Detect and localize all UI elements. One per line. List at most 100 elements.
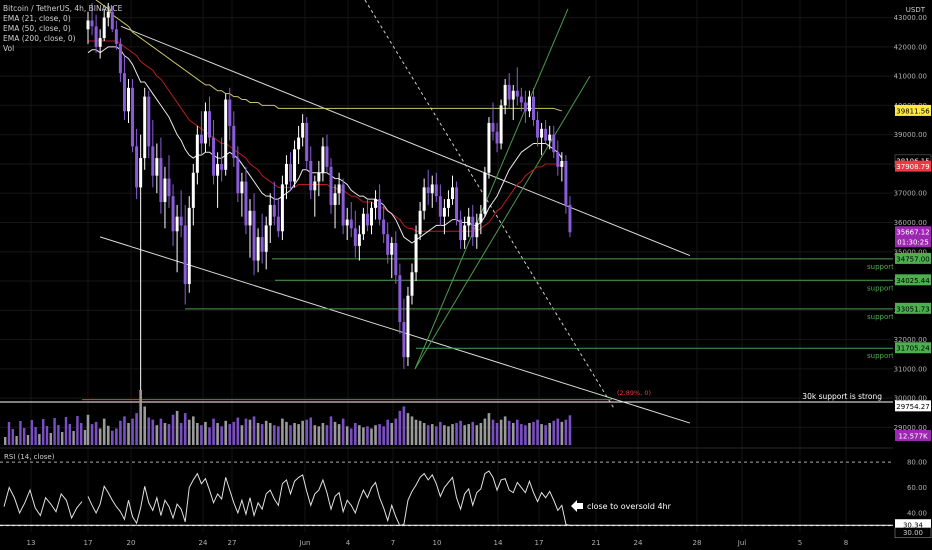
price-tick-label: 35000.00 [894,248,927,256]
volume-bar [102,418,106,445]
indicator-legend: Bitcoin / TetherUS, 4h, BINANCE EMA (21,… [3,4,122,54]
date-tick-label: 24 [634,539,643,547]
candle-body [564,161,568,205]
rsi-30-badge [894,527,932,538]
volume-bar [455,423,458,445]
volume-bar [495,423,499,445]
drawn-trendlines [0,0,932,424]
price-tick-label: 37000.00 [894,190,927,198]
target-label: (2.89%, 0) [617,389,651,397]
volume-bar [398,410,402,445]
candle-body [410,272,414,296]
candle-body [244,181,248,226]
price-tick-label: 30000.00 [894,395,927,403]
dashed-projection-line [364,0,615,409]
volume-bar [382,426,385,445]
volume-bar [187,419,191,445]
candle-body [232,125,236,159]
candle-body [552,134,556,153]
volume-bar [341,418,345,445]
volume-bar [7,422,11,445]
price-badge-label: 01:30:25 [897,239,928,247]
candle-body [374,199,378,208]
volume-bar [244,418,248,445]
price-badge [895,236,931,248]
volume-bar [362,427,365,445]
candle-body [252,210,256,261]
price-badge-label: 31705.24 [896,345,930,353]
rising-channel-lower [414,75,591,370]
candle-body [511,90,515,100]
ema200-line [95,0,562,112]
price-tick-label: 42000.00 [894,43,927,51]
volume-bar [402,406,406,445]
candle-body [191,172,195,208]
volume-bar [83,430,87,445]
volume-bar [487,413,491,445]
volume-bar [151,419,155,445]
candle-body [135,146,139,188]
volume-bar [540,424,543,445]
candle-body [301,122,305,138]
strong-support-annotation: 30k support is strong [802,392,882,401]
rsi-tick-label: 40.00 [907,509,927,517]
candle-body [378,199,382,220]
volume-bar [556,418,560,445]
candle-body [110,11,114,30]
candle-body [224,99,228,170]
candle-body [94,26,98,47]
volume-bar [204,421,207,445]
volume-bar [252,416,256,445]
volume-bar [196,423,199,445]
date-tick-label: Jun [299,539,311,547]
legend-ema50[interactable]: EMA (50, close, 0) [3,24,71,33]
volume-bar [293,423,296,445]
volume-bar [57,425,60,445]
channel-upper-line [120,25,691,257]
legend-symbol[interactable]: Bitcoin / TetherUS, 4h, BINANCE [3,4,123,13]
rsi-title: RSI (14, close) [4,453,55,461]
legend-ema21[interactable]: EMA (21, close, 0) [3,14,71,23]
candle-body [459,219,463,241]
candle-body [414,234,418,273]
candle-body [175,216,179,232]
volume-bar [183,413,187,445]
candle-body [406,295,410,358]
candle-body [544,128,548,141]
volume-bar [143,406,146,445]
rsi-badge-label: 30.34 [903,522,924,530]
candle-body [268,204,272,226]
volume-bar [49,433,52,445]
volume-bar [19,421,22,445]
volume-bar [232,421,236,445]
candle-body [280,184,284,232]
price-tick-label: 43000.00 [894,14,927,22]
volume-bar [479,423,483,445]
candle-body [187,207,191,284]
volume-bar [354,423,357,445]
candle-body [329,166,333,205]
candle-body [523,102,527,112]
date-tick-label: 7 [391,539,395,547]
legend-volume[interactable]: Vol [3,44,15,53]
candle-body [305,122,309,162]
volume-bar [212,418,215,445]
volume-bar [390,423,394,445]
candle-body [430,184,434,194]
volume-bar [358,425,361,445]
price-tick-label: 32000.00 [894,336,927,344]
volume-bar [159,418,163,445]
volume-bar [155,425,159,445]
volume-bar [94,421,98,445]
date-tick-label: 4 [346,539,351,547]
support-label: support [867,313,894,321]
volume-bar [68,424,71,445]
volume-bar [349,428,353,445]
legend-ema200[interactable]: EMA (200, close, 0) [3,34,76,43]
price-badge [895,302,931,314]
date-tick-label: 13 [27,539,36,547]
date-tick-label: 8 [844,539,848,547]
volume-bar [414,419,418,445]
